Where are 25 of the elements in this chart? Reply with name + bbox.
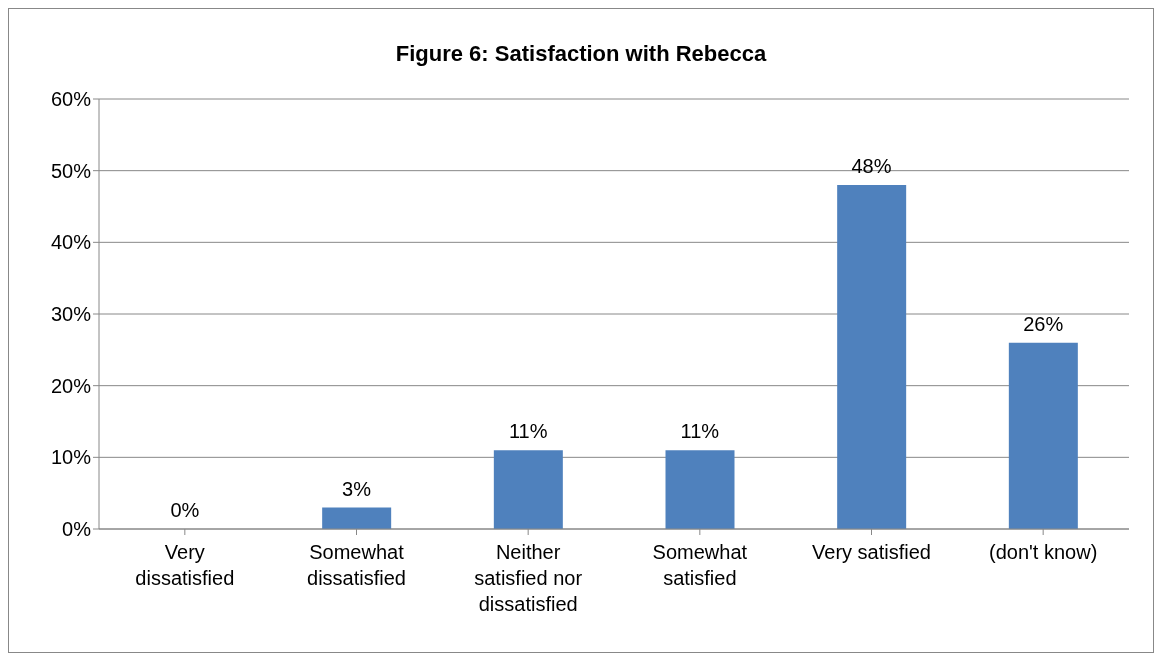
bar xyxy=(322,507,392,529)
y-tick-label: 30% xyxy=(50,303,92,326)
data-label: 11% xyxy=(508,420,548,443)
bar xyxy=(837,185,907,529)
chart-title: Figure 6: Satisfaction with Rebecca xyxy=(394,40,768,68)
y-tick-label: 50% xyxy=(50,159,92,182)
y-tick-label: 40% xyxy=(50,231,92,254)
x-tick-label: Very satisfied xyxy=(812,541,931,563)
data-label: 11% xyxy=(680,420,720,443)
x-tick-label: Somewhat satisfied xyxy=(652,541,748,589)
data-label: 26% xyxy=(1023,312,1064,335)
data-label: 48% xyxy=(851,155,892,177)
x-tick-label: Very dissatisfied xyxy=(135,541,235,589)
y-tick-label: 60% xyxy=(50,88,92,111)
bar xyxy=(493,450,563,529)
y-tick-label: 10% xyxy=(50,446,92,469)
bar xyxy=(1008,342,1078,529)
data-label: 0% xyxy=(170,499,200,521)
bar xyxy=(665,450,735,529)
y-tick-label: 0% xyxy=(62,518,92,541)
x-tick-label: Somewhat dissatisfied xyxy=(307,541,406,589)
x-tick-label: (don't know) xyxy=(989,541,1098,563)
x-tick-label: Neither satisfied nor dissatisfied xyxy=(474,541,583,615)
data-label: 3% xyxy=(342,477,372,500)
y-tick-label: 20% xyxy=(50,374,92,397)
